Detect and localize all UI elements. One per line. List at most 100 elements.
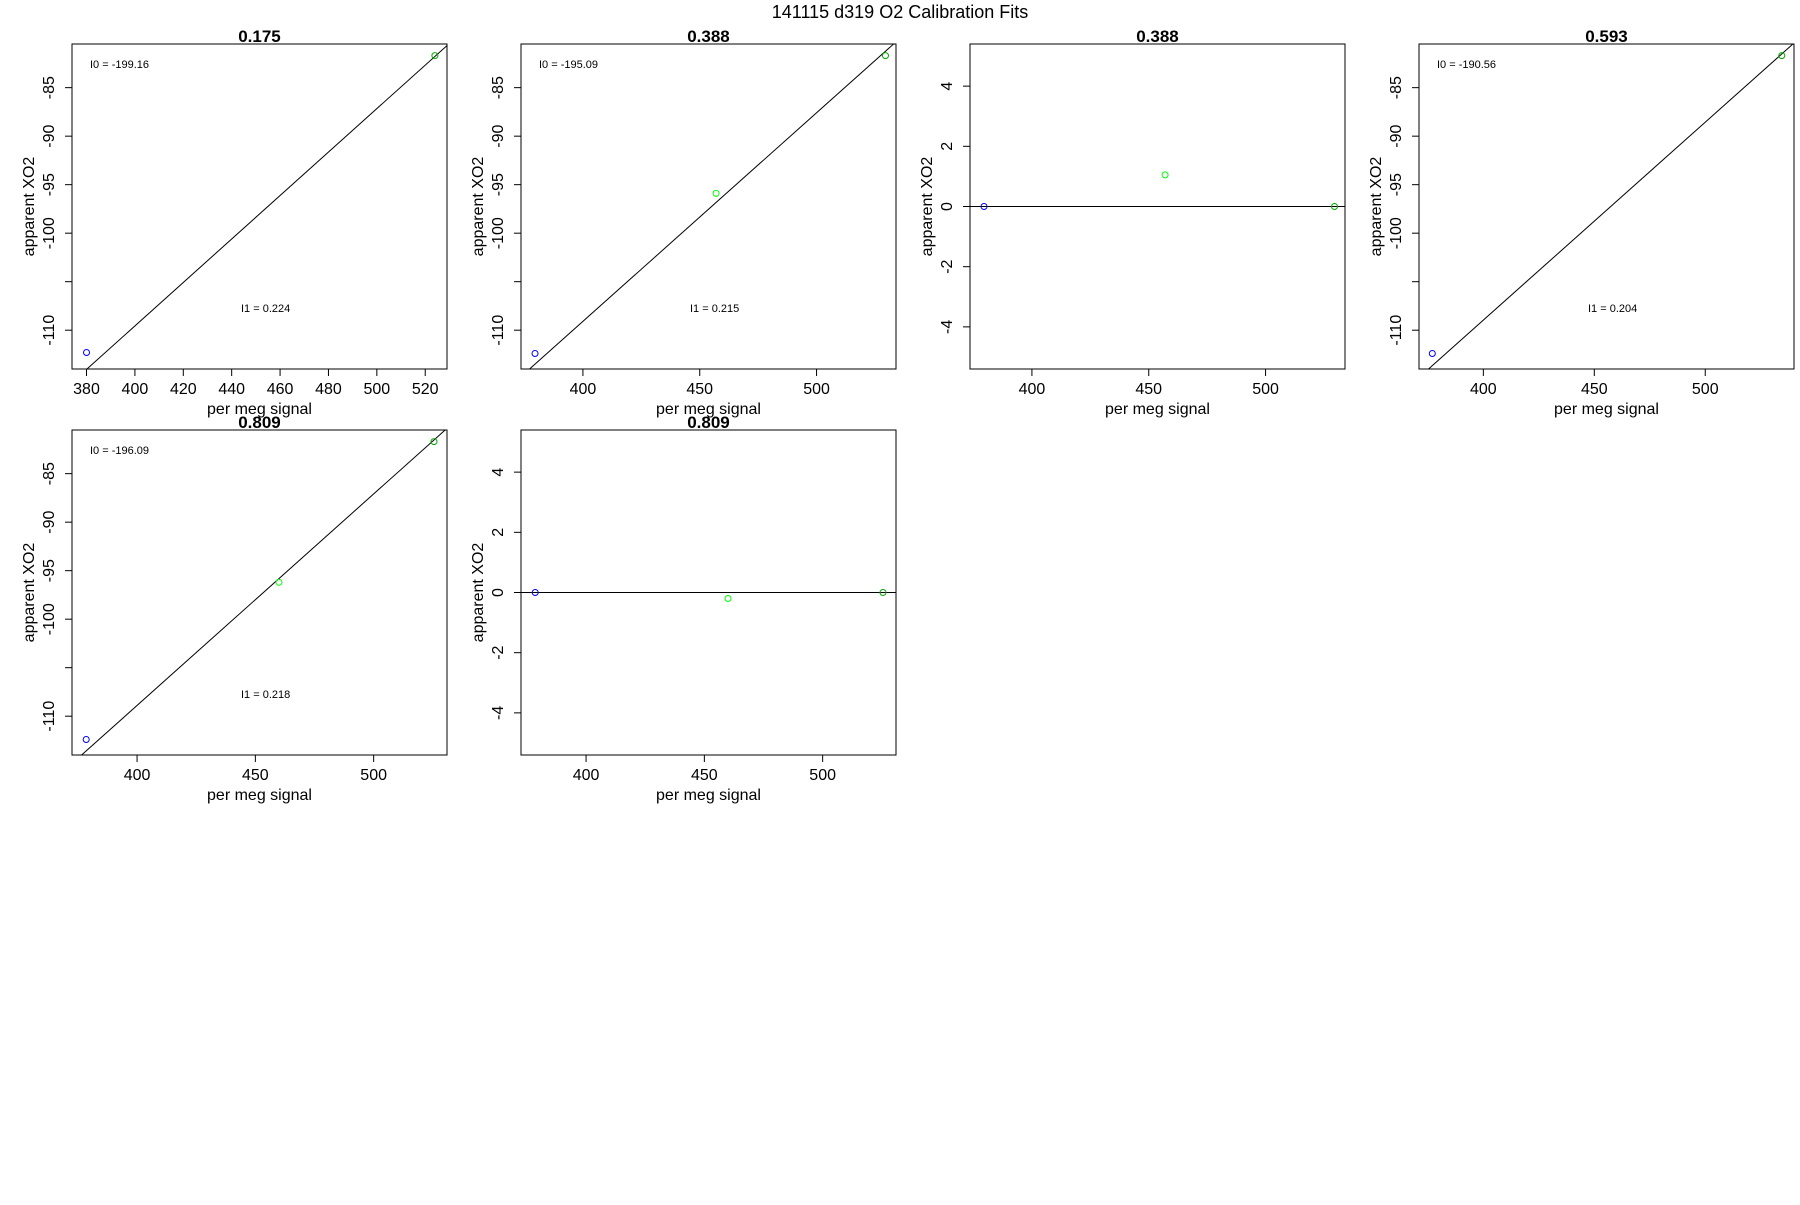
y-axis-label: apparent XO2 [919,157,936,257]
y-tick-label: -100 [41,603,58,635]
intercept-annotation: I0 = -195.09 [539,59,598,71]
y-tick-label: -100 [41,217,58,249]
y-tick-label: 0 [490,588,507,597]
y-tick-label: -2 [939,259,956,273]
chart-panel-1: 0.175 380 400 420 440 460 480 500 520 per meg sig… [21,27,448,418]
slope-annotation: I1 = 0.215 [690,303,739,315]
y-tick-label: 2 [939,142,956,151]
y-tick-label: -100 [490,217,507,249]
panel-title: 0.388 [1136,27,1179,46]
slope-annotation: I1 = 0.224 [241,303,290,315]
y-tick-label: 4 [490,468,507,477]
x-tick-label: 420 [170,381,197,398]
x-tick-label: 500 [803,381,830,398]
y-axis-label: apparent XO2 [1368,157,1385,257]
y-tick-label: -90 [490,125,507,148]
x-tick-label: 450 [686,381,713,398]
data-point [1161,171,1169,179]
chart-panel-4: 0.593 400 450 500 per meg signal -85 -90 -95 -10… [1368,27,1795,418]
y-tick-label: -100 [1388,217,1405,249]
x-tick-label: 500 [360,767,387,784]
y-tick-label: -110 [41,315,58,346]
data-point [881,52,889,60]
data-point [1778,52,1786,60]
data-point [712,189,720,197]
intercept-annotation: I0 = -190.56 [1437,59,1496,71]
y-tick-label: -85 [490,76,507,99]
x-axis-label: per meg signal [656,401,761,418]
x-axis-label: per meg signal [656,787,761,804]
panel-title: 0.388 [687,27,730,46]
x-tick-label: 500 [363,381,390,398]
data-point [980,203,988,210]
x-tick-label: 500 [1692,381,1719,398]
panel-title: 0.809 [687,413,730,432]
page-title: 141115 d319 O2 Calibration Fits [771,2,1029,22]
chart-panel-5: 0.809 400 450 500 per meg signal -85 -90 -95 -10… [21,413,448,804]
data-point [724,595,732,603]
panel-title: 0.175 [238,27,281,46]
y-axis-label: apparent XO2 [470,157,487,257]
x-tick-label: 450 [1135,381,1162,398]
x-tick-label: 400 [1470,381,1497,398]
x-tick-label: 450 [242,767,269,784]
x-tick-label: 400 [570,381,597,398]
x-tick-label: 520 [412,381,439,398]
x-tick-label: 500 [1252,381,1279,398]
fit-line [1427,44,1794,369]
y-tick-label: -95 [41,173,58,196]
data-point [83,349,91,357]
y-tick-label: -110 [1388,315,1405,346]
y-tick-label: -90 [41,125,58,148]
data-point [1428,349,1436,357]
data-point [430,438,438,446]
y-tick-label: -95 [41,559,58,582]
y-axis-label: apparent XO2 [470,543,487,643]
x-tick-label: 460 [267,381,294,398]
y-tick-label: -90 [1388,125,1405,148]
y-tick-label: -95 [490,173,507,196]
x-axis-label: per meg signal [1105,401,1210,418]
y-tick-label: -110 [41,701,58,732]
x-tick-label: 400 [1019,381,1046,398]
x-tick-label: 400 [122,381,149,398]
x-axis-label: per meg signal [207,787,312,804]
data-point [879,589,887,596]
panel-title: 0.593 [1585,27,1628,46]
chart-panel-6: 0.809 400 450 500 per meg signal 4 2 0 -2 -4 appar… [470,413,897,804]
y-axis-label: apparent XO2 [21,157,38,257]
data-point [531,589,539,596]
data-point [82,735,90,743]
x-tick-label: 400 [124,767,151,784]
data-point [431,52,439,60]
y-tick-label: -4 [490,706,507,720]
chart-panel-3: 0.388 400 450 500 per meg signal 4 2 0 -2 -4 appar… [919,27,1346,418]
slope-annotation: I1 = 0.204 [1588,303,1637,315]
x-axis-label: per meg signal [207,401,312,418]
slope-annotation: I1 = 0.218 [241,689,290,701]
chart-panel-2: 0.388 400 450 500 per meg signal -85 -90 -95 -10… [470,27,897,418]
x-tick-label: 450 [691,767,718,784]
y-axis-label: apparent XO2 [21,543,38,643]
y-tick-label: 0 [939,202,956,211]
y-tick-label: 2 [490,528,507,537]
x-tick-label: 500 [809,767,836,784]
y-tick-label: -110 [490,315,507,346]
fit-line [528,44,895,369]
plot-frame [71,43,448,370]
data-point [1330,203,1338,210]
intercept-annotation: I0 = -199.16 [90,59,149,71]
x-tick-label: 400 [573,767,600,784]
y-tick-label: -2 [490,645,507,659]
y-tick-label: -95 [1388,173,1405,196]
x-tick-label: 380 [73,381,100,398]
y-tick-label: -85 [1388,76,1405,99]
x-tick-label: 440 [218,381,245,398]
panel-title: 0.809 [238,413,281,432]
y-tick-label: -85 [41,462,58,485]
data-point [275,578,283,586]
y-tick-label: -4 [939,320,956,334]
y-tick-label: -85 [41,76,58,99]
